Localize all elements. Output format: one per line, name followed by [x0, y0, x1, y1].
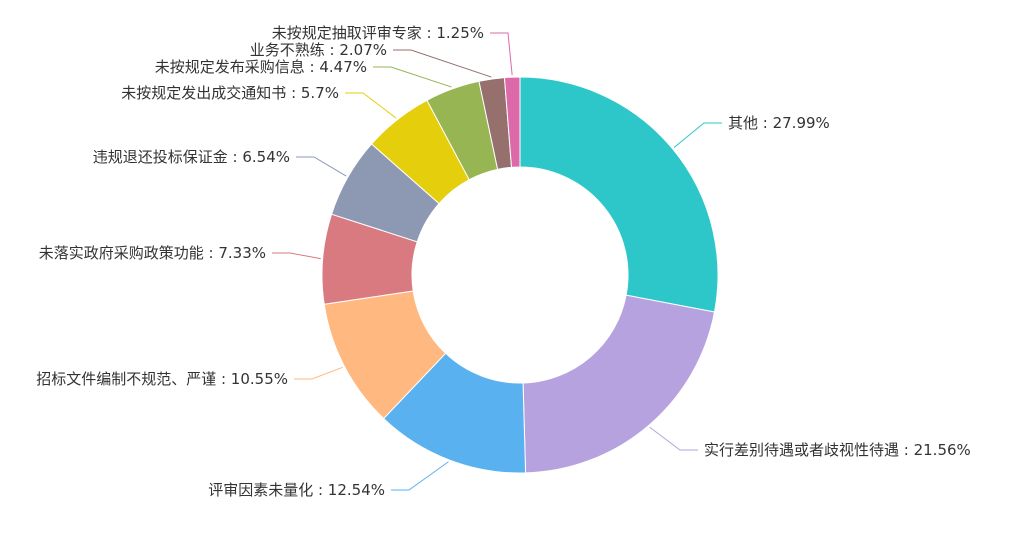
slice-leader-line [272, 252, 321, 260]
slice-leader-line [296, 156, 347, 177]
slice-leader-line [391, 461, 449, 491]
slice-label: 招标文件编制不规范、严谨 : 10.55% [36, 370, 288, 388]
labels-layer: 其他 : 27.99% 实行差别待遇或者歧视性待遇 : 21.56% 评审因素未量化… [36, 24, 971, 499]
slice-label: 其他 : 27.99% [728, 114, 830, 132]
slice-leader-line [649, 426, 698, 451]
slice-label: 未按规定抽取评审专家 : 1.25% [272, 24, 484, 42]
slice-leader-line [294, 366, 343, 380]
slice-leader-line [393, 49, 492, 78]
slice-label: 实行差别待遇或者歧视性待遇 : 21.56% [704, 441, 971, 459]
slice-leader-line [345, 92, 397, 119]
donut-slice[interactable] [522, 294, 716, 474]
leader-lines-layer [272, 32, 722, 491]
donut-slice[interactable] [503, 76, 521, 168]
slice-label: 未按规定发出成交通知书 : 5.7% [121, 84, 339, 102]
slice-leader-line [490, 32, 513, 76]
donut-slice[interactable] [519, 76, 719, 313]
slice-leader-line [373, 66, 452, 88]
slice-label: 未按规定发布采购信息 : 4.47% [155, 58, 367, 76]
slice-leader-line [673, 122, 722, 148]
slice-label: 违规退还投标保证金 : 6.54% [93, 148, 290, 166]
slice-label: 评审因素未量化 : 12.54% [208, 481, 385, 499]
slice-label: 业务不熟练 : 2.07% [250, 41, 387, 59]
slice-label: 未落实政府采购政策功能 : 7.33% [39, 244, 266, 262]
slices-layer [321, 76, 719, 474]
